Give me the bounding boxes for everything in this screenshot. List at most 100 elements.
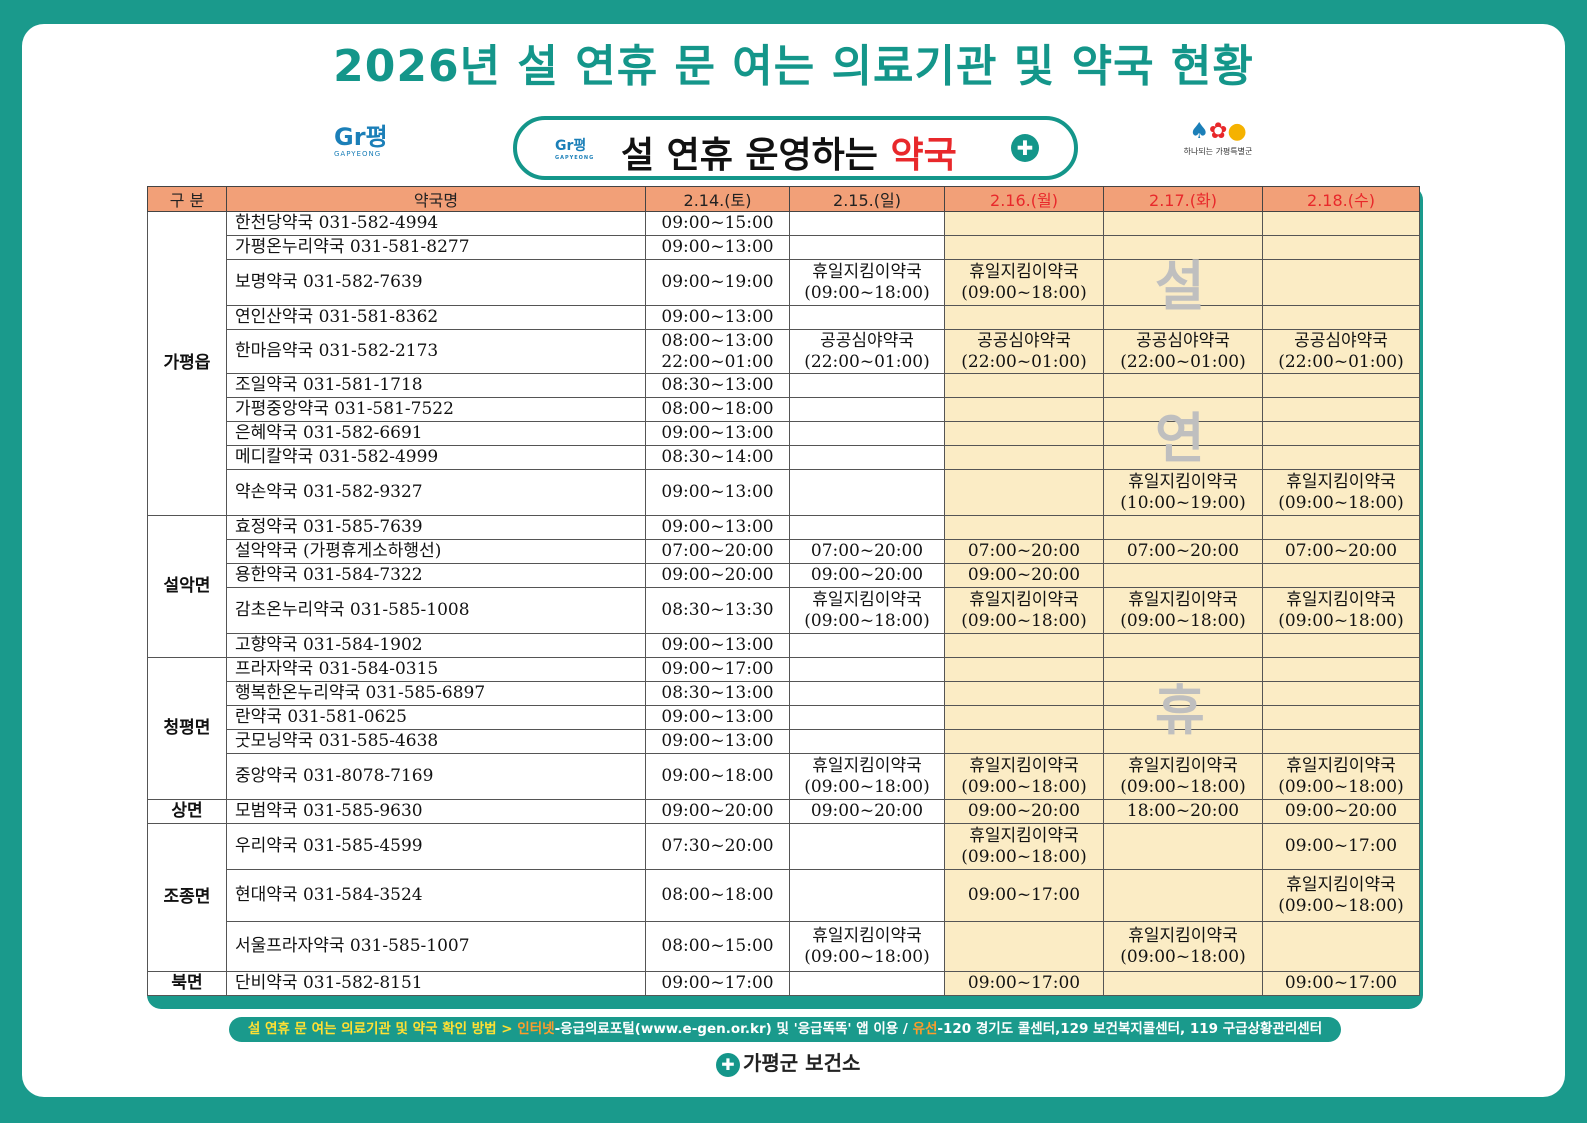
hours-cell: 휴일지킴이약국 (09:00~18:00) — [789, 587, 945, 634]
hours-cell — [789, 469, 945, 516]
organization-logo: ✚ 가평군 보건소 — [716, 1048, 860, 1078]
pharmacy-name-cell: 모범약국 031-585-9630 — [226, 799, 646, 824]
medical-cross-icon: ✚ — [1011, 134, 1039, 162]
hours-cell: 07:30~20:00 — [645, 823, 790, 870]
region-cell: 조종면 — [147, 823, 227, 972]
hours-cell: 휴일지킴이약국 (09:00~18:00) — [789, 753, 945, 800]
hours-cell — [944, 515, 1104, 540]
table-row: 약손약국 031-582-9327 09:00~13:00 휴일지킴이약국 (10:0… — [148, 469, 1420, 516]
hours-cell: 09:00~13:00 — [645, 705, 790, 730]
hours-cell: 08:00~18:00 — [645, 397, 790, 422]
subtitle-text: 설 연휴 운영하는 약국 — [621, 135, 957, 176]
hours-cell: 09:00~13:00 — [645, 469, 790, 516]
pharmacy-name-cell: 효정약국 031-585-7639 — [226, 515, 646, 540]
hours-cell — [789, 211, 945, 236]
hours-cell: 휴일지킴이약국 (09:00~18:00) — [944, 259, 1104, 306]
pharmacy-name-cell: 약손약국 031-582-9327 — [226, 469, 646, 516]
hours-cell — [789, 235, 945, 260]
hours-cell: 공공심야약국 (22:00~01:00) — [944, 329, 1104, 374]
hours-cell: 09:00~17:00 — [1262, 971, 1420, 996]
hours-cell — [1262, 397, 1420, 422]
info-footer-bar: 설 연휴 문 여는 의료기관 및 약국 확인 방법 > 인터넷-응급의료포털(w… — [229, 1017, 1341, 1042]
hours-cell — [1262, 705, 1420, 730]
hours-cell: 09:00~13:00 — [645, 421, 790, 446]
table-row: 행복한온누리약국 031-585-6897 08:30~13:00 — [148, 681, 1420, 706]
hours-cell — [1262, 445, 1420, 470]
holiday-overlay-char: 설 — [1155, 255, 1205, 318]
table-row: 은혜약국 031-582-6691 09:00~13:00 — [148, 421, 1420, 446]
hours-cell: 휴일지킴이약국 (09:00~18:00) — [1262, 469, 1420, 516]
hours-cell — [944, 421, 1104, 446]
pharmacy-name-cell: 행복한온누리약국 031-585-6897 — [226, 681, 646, 706]
hours-cell — [944, 681, 1104, 706]
hours-cell — [1262, 211, 1420, 236]
page-title: 2026년 설 연휴 문 여는 의료기관 및 약국 현황 — [333, 41, 1254, 92]
hours-cell — [1103, 869, 1263, 922]
pharmacy-name-cell: 굿모닝약국 031-585-4638 — [226, 729, 646, 754]
table-row: 용한약국 031-584-7322 09:00~20:00 09:00~20:00 0… — [148, 563, 1420, 588]
hours-cell — [944, 469, 1104, 516]
hours-cell: 08:00~15:00 — [645, 921, 790, 972]
hours-cell — [789, 971, 945, 996]
hours-cell: 09:00~20:00 — [645, 563, 790, 588]
hours-cell: 09:00~17:00 — [944, 869, 1104, 922]
region-cell: 상면 — [147, 799, 227, 824]
column-header: 구 분 — [147, 186, 227, 212]
pharmacy-name-cell: 프라자약국 031-584-0315 — [226, 657, 646, 682]
hours-cell: 휴일지킴이약국 (09:00~18:00) — [944, 823, 1104, 870]
pharmacy-name-cell: 메디칼약국 031-582-4999 — [226, 445, 646, 470]
table-row: 북면 단비약국 031-582-8151 09:00~17:00 09:00~17:0… — [147, 971, 1420, 996]
hours-cell: 09:00~18:00 — [645, 753, 790, 800]
table-row: 상면 모범약국 031-585-9630 09:00~20:00 09:00~20:0… — [147, 799, 1420, 824]
hours-cell — [789, 515, 945, 540]
hours-cell: 휴일지킴이약국 (09:00~18:00) — [1103, 587, 1263, 634]
hours-cell — [944, 211, 1104, 236]
column-header: 2.14.(토) — [645, 186, 790, 212]
hours-cell: 휴일지킴이약국 (10:00~19:00) — [1103, 469, 1263, 516]
table-row: 보명약국 031-582-7639 09:00~19:00 휴일지킴이약국 (09:0… — [148, 259, 1420, 306]
hours-cell — [944, 373, 1104, 398]
hours-cell — [1103, 211, 1263, 236]
hours-cell — [944, 235, 1104, 260]
hours-cell — [1103, 971, 1263, 996]
column-header: 2.17.(화) — [1103, 186, 1263, 212]
hours-cell — [944, 397, 1104, 422]
hours-cell: 08:00~18:00 — [645, 869, 790, 922]
table-row: 현대약국 031-584-3524 08:00~18:00 09:00~17:00 휴… — [148, 869, 1420, 922]
hours-cell — [944, 729, 1104, 754]
table-row: 감초온누리약국 031-585-1008 08:30~13:30 휴일지킴이약국 (0… — [148, 587, 1420, 634]
hours-cell — [944, 305, 1104, 330]
table-row: 굿모닝약국 031-585-4638 09:00~13:00 — [148, 729, 1420, 754]
hours-cell — [1103, 397, 1263, 422]
table-row: 고향약국 031-584-1902 09:00~13:00 — [148, 633, 1420, 658]
pharmacy-name-cell: 감초온누리약국 031-585-1008 — [226, 587, 646, 634]
pharmacy-table-frame: 구 분 약국명 2.14.(토) 2.15.(일) 2.16.(월) 2.17.(화) 2.… — [147, 186, 1423, 1009]
table-row: 연인산약국 031-581-8362 09:00~13:00 — [148, 305, 1420, 330]
pharmacy-name-cell: 현대약국 031-584-3524 — [226, 869, 646, 922]
pharmacy-name-cell: 조일약국 031-581-1718 — [226, 373, 646, 398]
region-cell: 가평읍 — [147, 211, 227, 516]
hours-cell: 휴일지킴이약국 (09:00~18:00) — [1262, 869, 1420, 922]
hours-cell: 휴일지킴이약국 (09:00~18:00) — [1262, 753, 1420, 800]
pharmacy-name-cell: 고향약국 031-584-1902 — [226, 633, 646, 658]
slogan-logo: ♠✿● 하나되는 가평특별군 — [1183, 119, 1253, 156]
hours-cell: 08:00~13:00 22:00~01:00 — [645, 329, 790, 374]
gapyeong-mini-logo: Gr평 GAPYEONG — [555, 138, 595, 161]
table-row: 청평면 프라자약국 031-584-0315 09:00~17:00 — [147, 657, 1420, 800]
hours-cell: 07:00~20:00 — [645, 539, 790, 564]
hours-cell: 공공심야약국 (22:00~01:00) — [1103, 329, 1263, 374]
hours-cell — [789, 729, 945, 754]
hours-cell: 09:00~13:00 — [645, 235, 790, 260]
holiday-overlay-char: 연 — [1155, 407, 1205, 470]
hours-cell: 09:00~13:00 — [645, 515, 790, 540]
gapyeong-logo: Gr평 GAPYEONG — [334, 123, 388, 158]
table-row: 메디칼약국 031-582-4999 08:30~14:00 — [148, 445, 1420, 470]
hours-cell — [1262, 921, 1420, 972]
hours-cell: 09:00~20:00 — [1262, 799, 1420, 824]
hours-cell — [789, 657, 945, 682]
table-row: 설악약국 (가평휴게소하행선) 07:00~20:00 07:00~20:00 07:… — [148, 539, 1420, 564]
table-row: 중앙약국 031-8078-7169 09:00~18:00 휴일지킴이약국 (09:… — [148, 753, 1420, 800]
hours-cell: 휴일지킴이약국 (09:00~18:00) — [789, 259, 945, 306]
hours-cell: 09:00~13:00 — [645, 633, 790, 658]
hours-cell: 09:00~20:00 — [789, 799, 945, 824]
